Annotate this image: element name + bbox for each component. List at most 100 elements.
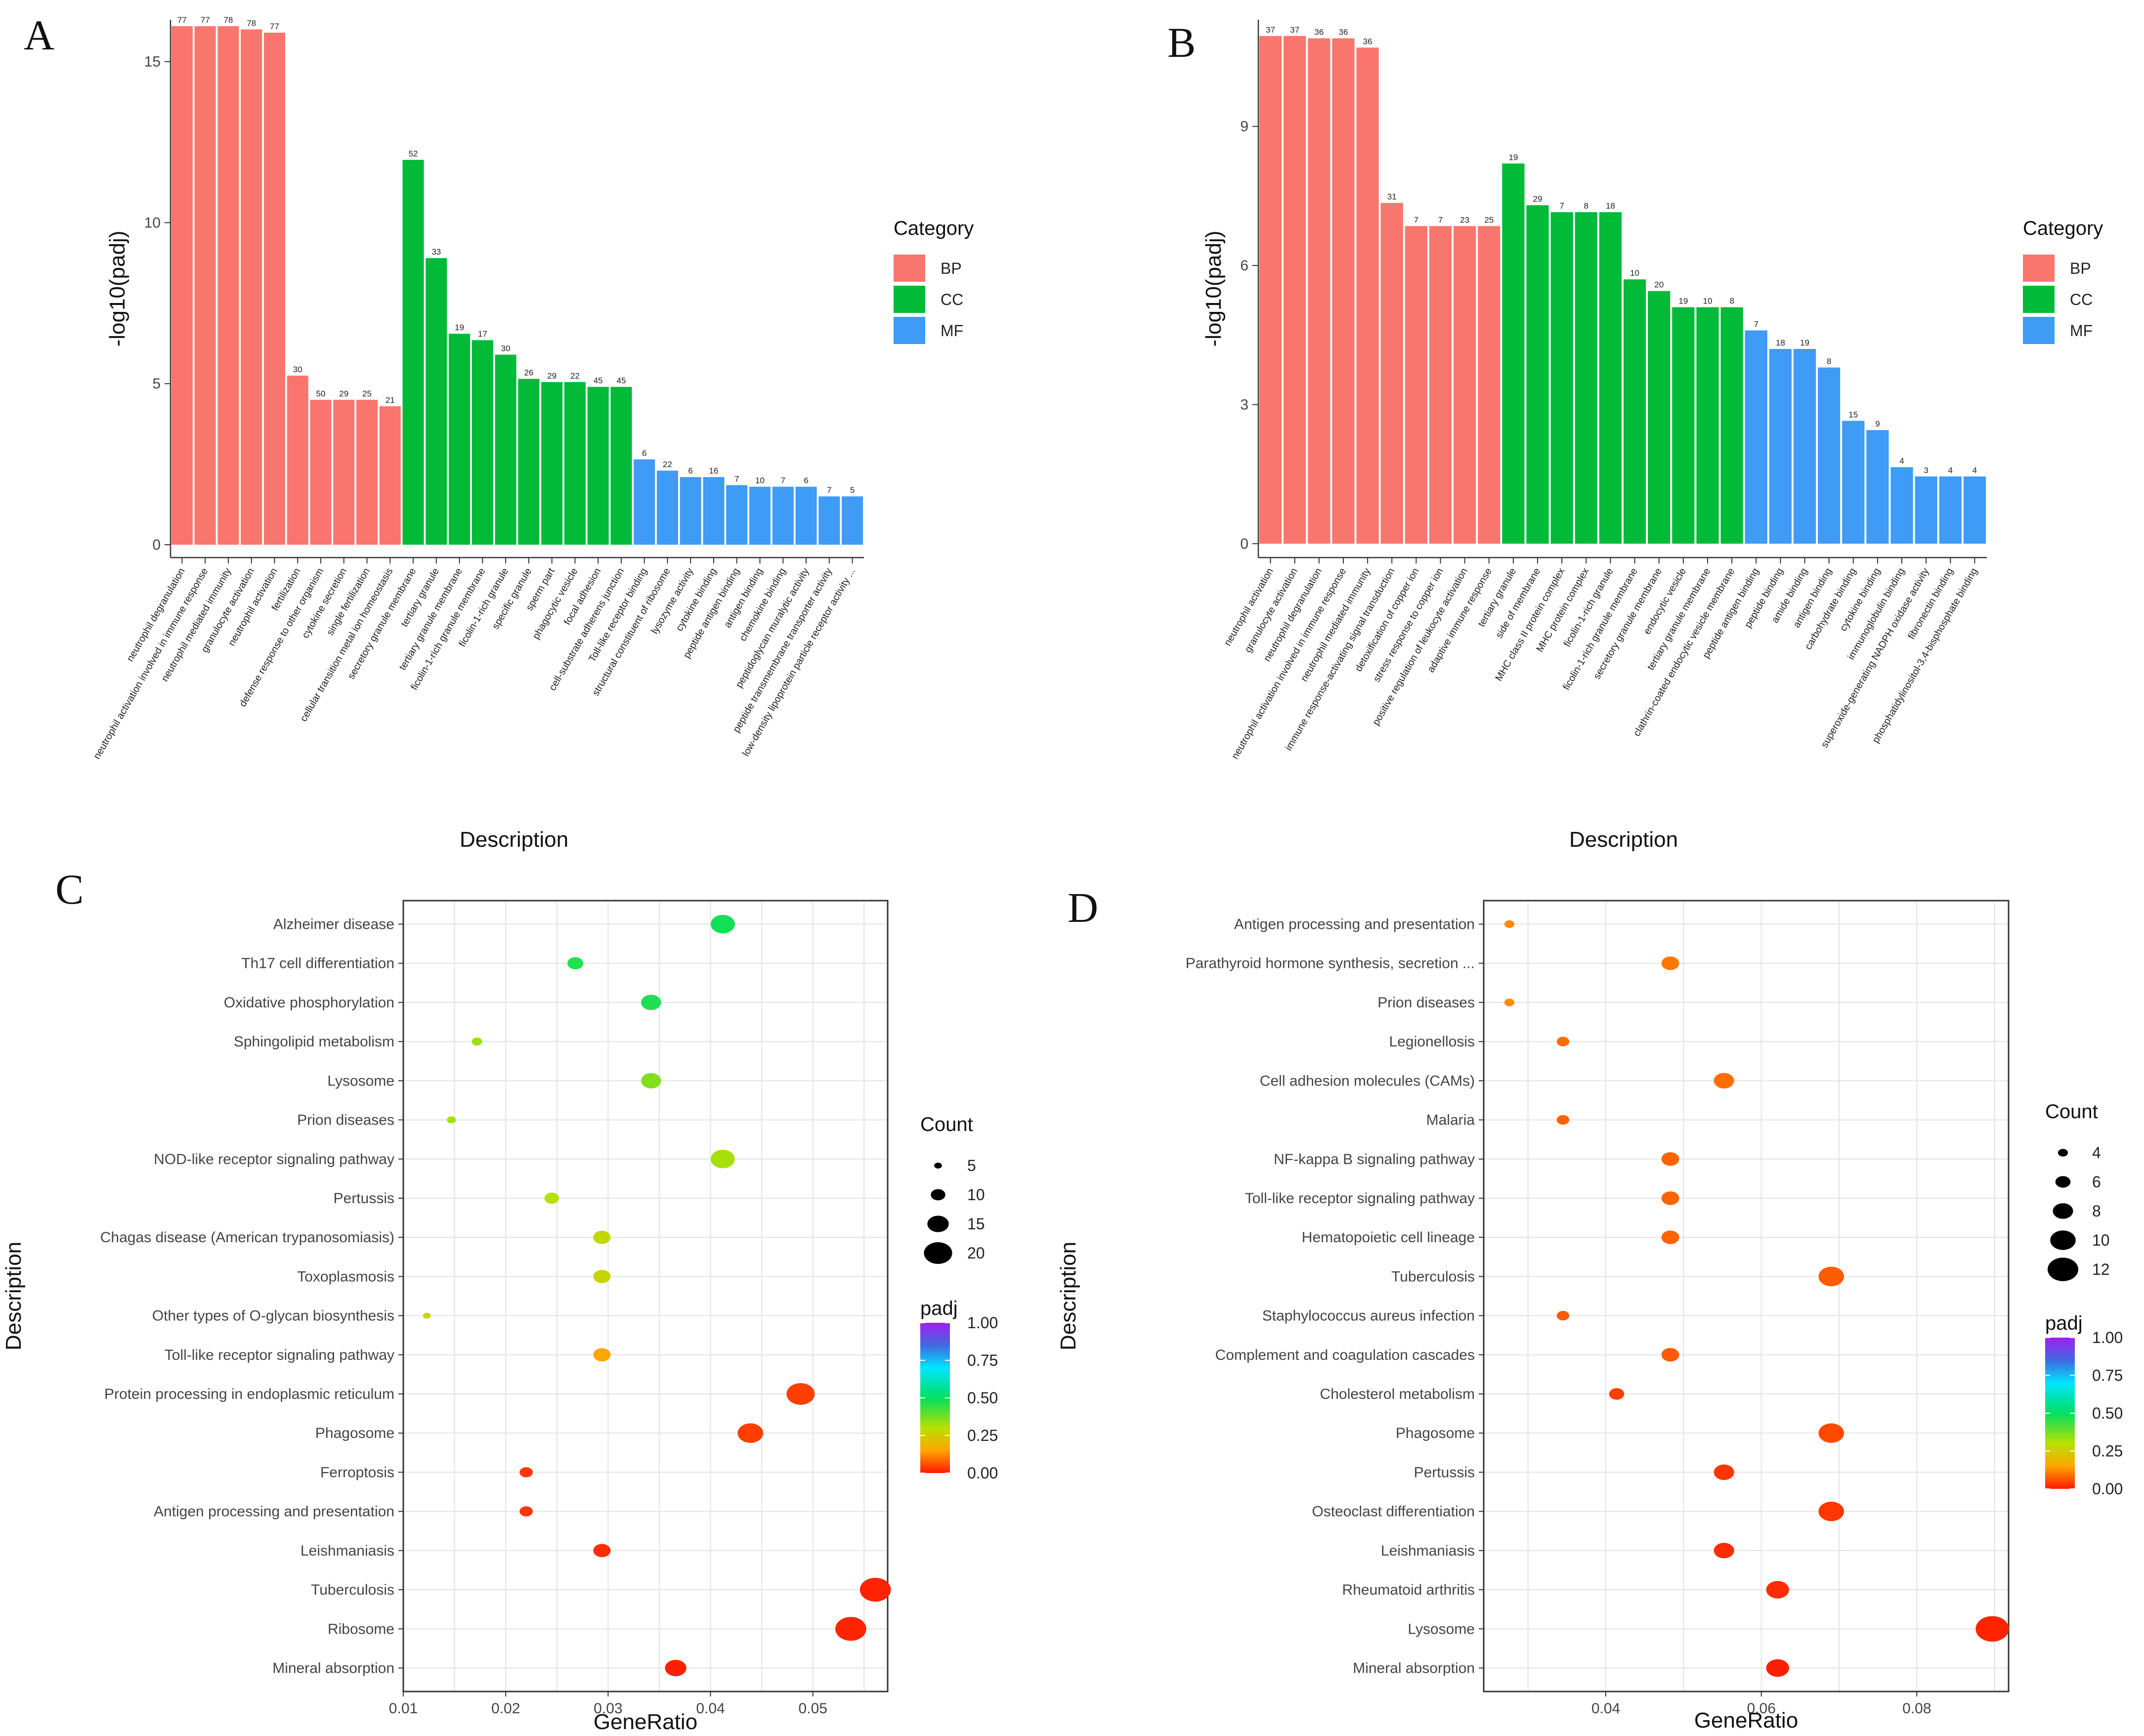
bar-count-label: 45 bbox=[594, 376, 603, 386]
size-legend-dot bbox=[927, 1215, 949, 1232]
y-tick-label: Leishmaniasis bbox=[300, 1543, 394, 1559]
y-tick-label: 15 bbox=[144, 54, 161, 70]
plot-area bbox=[403, 901, 888, 1692]
bar-count-label: 25 bbox=[1484, 215, 1494, 224]
bar-count-label: 16 bbox=[709, 466, 719, 476]
bar-count-label: 18 bbox=[1606, 201, 1615, 211]
x-tick-label: 0.06 bbox=[1747, 1700, 1775, 1717]
dot-alzheimer-disease bbox=[710, 914, 735, 934]
dot-leishmaniasis bbox=[1714, 1543, 1734, 1559]
legend-label: CC bbox=[941, 291, 963, 308]
bar-structural-constituent-of-ribosome bbox=[656, 471, 678, 545]
bar-cellular-transition-metal-ion-homeostasis bbox=[379, 406, 401, 545]
bar-granulocyte-activation bbox=[1284, 36, 1306, 544]
dot-tuberculosis bbox=[859, 1577, 891, 1602]
y-tick-label: Parathyroid hormone synthesis, secretion… bbox=[1186, 955, 1475, 972]
bar-count-label: 19 bbox=[1678, 297, 1688, 306]
bar-peptide-binding bbox=[1769, 348, 1792, 544]
dot-ferroptosis bbox=[519, 1467, 533, 1477]
bar-count-label: 15 bbox=[1848, 410, 1858, 419]
size-legend-label: 4 bbox=[2092, 1144, 2101, 1162]
y-tick-label: Phagosome bbox=[315, 1425, 394, 1441]
bar-count-label: 30 bbox=[293, 365, 302, 374]
bar-count-label: 29 bbox=[339, 389, 348, 398]
bar-cell-substrate-adherens-junction bbox=[610, 387, 632, 545]
legend-swatch-mf bbox=[894, 317, 925, 344]
x-tick-label: 0.01 bbox=[389, 1700, 418, 1717]
bar-chemokine-binding bbox=[772, 486, 794, 545]
y-tick-label: Phagosome bbox=[1396, 1425, 1475, 1441]
size-legend-label: 10 bbox=[2092, 1231, 2110, 1249]
y-tick-label: Ribosome bbox=[328, 1621, 394, 1637]
bar-immune-response-activating-signal-transduction bbox=[1380, 203, 1403, 544]
size-legend-title: Count bbox=[2045, 1101, 2098, 1123]
bar-count-label: 8 bbox=[1729, 297, 1734, 306]
plot-border bbox=[402, 900, 889, 1693]
legend-label: CC bbox=[2070, 291, 2093, 308]
bar-count-label: 7 bbox=[1754, 319, 1758, 329]
bar-fertilization bbox=[287, 375, 308, 545]
y-tick-label: Hematopoietic cell lineage bbox=[1302, 1229, 1475, 1246]
bar-secretory-granule-membrane bbox=[402, 160, 424, 545]
size-legend-label: 8 bbox=[2092, 1202, 2101, 1220]
bar-count-label: 29 bbox=[1533, 194, 1543, 204]
colorbar-label: 0.00 bbox=[2092, 1480, 2123, 1498]
dot-pertussis bbox=[1714, 1464, 1734, 1480]
colorbar-label: 0.25 bbox=[967, 1427, 998, 1444]
x-axis-title: GeneRatio bbox=[1694, 1708, 1798, 1733]
bar-count-label: 6 bbox=[804, 476, 808, 485]
bar-count-label: 6 bbox=[642, 448, 646, 458]
bar-endocytic-vesicle bbox=[1672, 307, 1695, 544]
panel-letter: D bbox=[1068, 884, 1098, 931]
dot-lysosome bbox=[1975, 1616, 2009, 1642]
y-tick-label: 9 bbox=[1240, 119, 1248, 135]
y-tick-label: Prion diseases bbox=[1377, 995, 1475, 1011]
bar-neutrophil-mediated-immunity bbox=[1356, 47, 1379, 544]
legend-title: Category bbox=[2023, 217, 2103, 239]
bar-count-label: 7 bbox=[781, 476, 785, 485]
dot-prion-diseases bbox=[447, 1116, 456, 1124]
dot-other-types-of-o-glycan-biosynthesis bbox=[423, 1312, 431, 1319]
bar-neutrophil-activation-involved-in-immune-response bbox=[1332, 38, 1355, 544]
y-tick-label: Tuberculosis bbox=[1391, 1268, 1475, 1285]
size-legend-dot bbox=[2053, 1203, 2073, 1219]
bar-side-of-membrane bbox=[1526, 205, 1549, 544]
bar-phagocytic-vesicle bbox=[564, 382, 586, 545]
y-tick-label: 3 bbox=[1240, 396, 1248, 413]
bar-toll-like-receptor-binding bbox=[634, 459, 655, 545]
bar-ficolin-1-rich-granule bbox=[1599, 212, 1622, 544]
dot-staphylococcus-aureus-infection bbox=[1556, 1310, 1570, 1321]
dot-prion-diseases bbox=[1504, 998, 1514, 1006]
bar-count-label: 9 bbox=[1875, 419, 1880, 429]
bar-focal-adhesion bbox=[587, 387, 609, 545]
dot-complement-and-coagulation-cascades bbox=[1661, 1348, 1679, 1362]
bar-count-label: 10 bbox=[1703, 297, 1713, 306]
y-tick-label: Tuberculosis bbox=[311, 1582, 394, 1598]
legend-label: MF bbox=[941, 322, 963, 340]
dot-osteoclast-differentiation bbox=[1818, 1501, 1844, 1521]
bar-ficolin-1-rich-granule-membrane bbox=[472, 340, 493, 545]
y-tick-label: Ferroptosis bbox=[320, 1464, 394, 1480]
bar-count-label: 17 bbox=[478, 329, 487, 339]
x-tick-label: 0.05 bbox=[799, 1700, 827, 1717]
panel-letter: B bbox=[1167, 19, 1196, 66]
bar-stress-response-to-copper-ion bbox=[1429, 226, 1452, 544]
dot-parathyroid-hormone-synthesis-secretion bbox=[1661, 956, 1679, 970]
legend-title: Category bbox=[894, 217, 974, 239]
size-legend-dot bbox=[2055, 1176, 2071, 1188]
bar-count-label: 36 bbox=[1314, 28, 1324, 37]
size-legend-dot bbox=[931, 1189, 945, 1201]
y-axis-title: Description bbox=[1, 1242, 26, 1350]
bar-count-label: 33 bbox=[431, 247, 441, 257]
y-tick-label: Rheumatoid arthritis bbox=[1342, 1582, 1475, 1598]
bar-count-label: 26 bbox=[524, 368, 533, 377]
bar-count-label: 10 bbox=[1630, 268, 1639, 278]
dot-cholesterol-metabolism bbox=[1609, 1388, 1625, 1400]
colorbar-label: 0.50 bbox=[2092, 1404, 2123, 1422]
bar-count-label: 31 bbox=[1387, 192, 1397, 201]
size-legend-label: 15 bbox=[967, 1215, 985, 1233]
bar-count-label: 29 bbox=[547, 371, 557, 381]
y-tick-label: Antigen processing and presentation bbox=[154, 1504, 394, 1520]
legend-swatch-mf bbox=[2023, 317, 2055, 344]
y-tick-label: NOD-like receptor signaling pathway bbox=[154, 1151, 394, 1168]
